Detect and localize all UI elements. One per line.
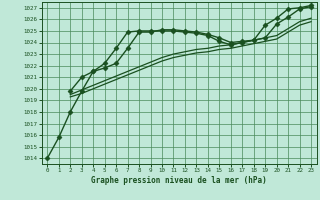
- X-axis label: Graphe pression niveau de la mer (hPa): Graphe pression niveau de la mer (hPa): [91, 176, 267, 185]
